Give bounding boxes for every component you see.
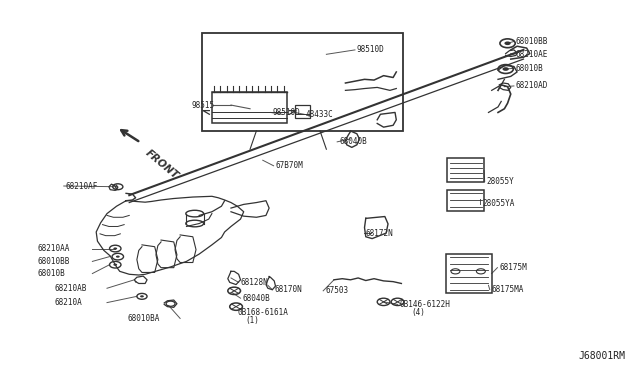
Bar [446, 254, 492, 294]
Text: 98515: 98515 [191, 100, 214, 110]
Text: 68210AB: 68210AB [54, 284, 86, 293]
Text: 98510D: 98510D [357, 45, 385, 54]
Text: 68210AD: 68210AD [516, 81, 548, 90]
Text: J68001RM: J68001RM [578, 351, 625, 361]
Bar [294, 105, 310, 118]
Text: (4): (4) [411, 308, 425, 317]
Text: 68040B: 68040B [243, 294, 270, 303]
Text: 68128N: 68128N [241, 278, 268, 287]
Circle shape [113, 247, 117, 250]
Text: 68010B: 68010B [37, 269, 65, 278]
Text: 68210AA: 68210AA [37, 244, 69, 253]
Text: 68010BB: 68010BB [37, 257, 69, 266]
Text: 48433C: 48433C [306, 110, 334, 119]
Text: 28055Y: 28055Y [486, 177, 515, 186]
Text: 0B146-6122H: 0B146-6122H [399, 300, 451, 309]
Text: 68040B: 68040B [339, 137, 367, 146]
Text: (1): (1) [245, 316, 259, 325]
Circle shape [504, 41, 511, 45]
Text: 67B70M: 67B70M [275, 161, 303, 170]
Circle shape [116, 256, 120, 258]
Circle shape [502, 67, 509, 71]
Text: 68210A: 68210A [54, 298, 82, 307]
Text: 68210AF: 68210AF [66, 182, 98, 190]
Circle shape [140, 295, 144, 298]
Text: 67503: 67503 [325, 286, 348, 295]
Text: 0B168-6161A: 0B168-6161A [237, 308, 288, 317]
Bar [202, 33, 403, 131]
Text: FRONT: FRONT [144, 148, 180, 181]
Text: 68175M: 68175M [499, 263, 527, 272]
Text: 68172N: 68172N [366, 228, 394, 238]
Text: 68210AE: 68210AE [516, 50, 548, 59]
Bar [447, 158, 484, 182]
Text: 68170N: 68170N [274, 285, 302, 294]
Text: 68175MA: 68175MA [492, 285, 524, 294]
Text: 68010BB: 68010BB [516, 37, 548, 46]
Text: 68010B: 68010B [516, 64, 543, 73]
Text: 28055YA: 28055YA [482, 199, 515, 208]
Text: 98510D: 98510D [272, 108, 300, 117]
Text: 68010BA: 68010BA [128, 314, 161, 323]
Bar [447, 190, 484, 211]
Circle shape [113, 264, 117, 266]
Bar [212, 92, 287, 124]
